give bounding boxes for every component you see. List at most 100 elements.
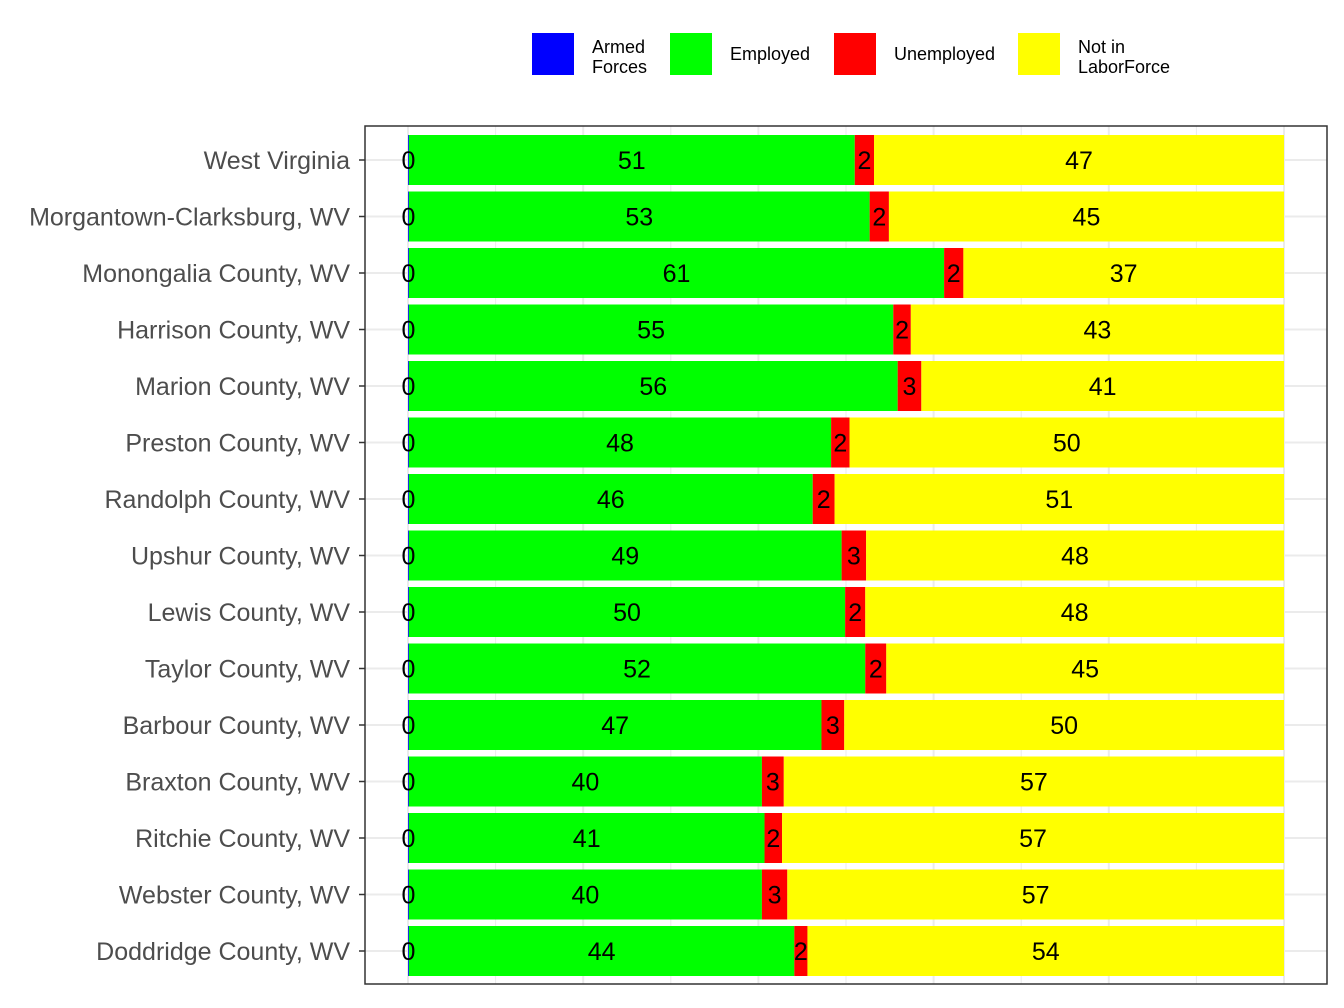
legend-key-employed bbox=[670, 33, 712, 75]
bar-unemployed bbox=[831, 417, 850, 468]
data-label-employed: 40 bbox=[571, 769, 599, 797]
bar-unemployed bbox=[761, 756, 784, 807]
bar-employed bbox=[408, 361, 898, 411]
bar-armed-forces bbox=[408, 869, 409, 920]
category-label: Braxton County, WV bbox=[125, 769, 350, 797]
category-label: Harrison County, WV bbox=[117, 317, 350, 345]
bar-unemployed bbox=[841, 530, 867, 581]
data-label-armed-forces: 0 bbox=[401, 769, 415, 797]
data-label-not-in-laborforce: 43 bbox=[1084, 317, 1112, 345]
bar-unemployed bbox=[812, 474, 835, 524]
bar-employed bbox=[408, 700, 822, 750]
bar-armed-forces bbox=[408, 304, 409, 355]
category-label: Preston County, WV bbox=[125, 430, 350, 458]
data-label-not-in-laborforce: 50 bbox=[1053, 430, 1081, 458]
data-label-not-in-laborforce: 51 bbox=[1045, 486, 1073, 514]
data-label-employed: 52 bbox=[623, 656, 651, 684]
bar-employed bbox=[408, 135, 855, 185]
data-label-armed-forces: 0 bbox=[401, 204, 415, 232]
bar-employed bbox=[408, 587, 846, 637]
data-label-armed-forces: 0 bbox=[401, 825, 415, 853]
category-label: Barbour County, WV bbox=[123, 712, 351, 740]
data-label-unemployed: 2 bbox=[817, 486, 831, 514]
data-label-armed-forces: 0 bbox=[401, 656, 415, 684]
data-label-employed: 41 bbox=[573, 825, 601, 853]
data-label-unemployed: 2 bbox=[848, 599, 862, 627]
bar-not-in-laborforce bbox=[849, 417, 1284, 468]
legend-key-not-in-laborforce bbox=[1018, 33, 1060, 75]
bar-unemployed bbox=[761, 869, 788, 920]
data-label-armed-forces: 0 bbox=[401, 599, 415, 627]
data-label-not-in-laborforce: 57 bbox=[1019, 825, 1047, 853]
data-label-armed-forces: 0 bbox=[401, 938, 415, 966]
bar-employed bbox=[408, 756, 762, 807]
data-label-unemployed: 2 bbox=[872, 204, 886, 232]
bar-employed bbox=[408, 813, 765, 863]
bar-unemployed bbox=[865, 643, 887, 694]
data-label-armed-forces: 0 bbox=[401, 373, 415, 401]
data-label-not-in-laborforce: 48 bbox=[1061, 599, 1089, 627]
bar-unemployed bbox=[764, 813, 783, 863]
bar-employed bbox=[408, 474, 813, 524]
data-label-unemployed: 2 bbox=[857, 147, 871, 175]
data-label-unemployed: 3 bbox=[847, 543, 861, 571]
y-axis: West Virginia Morgantown-Clarksburg, WV Mo… bbox=[29, 147, 365, 966]
data-label-employed: 40 bbox=[571, 882, 599, 910]
data-label-armed-forces: 0 bbox=[401, 543, 415, 571]
category-label: Ritchie County, WV bbox=[135, 825, 350, 853]
data-label-employed: 56 bbox=[639, 373, 667, 401]
category-label: Randolph County, WV bbox=[105, 486, 351, 514]
data-label-employed: 53 bbox=[625, 204, 653, 232]
bar-not-in-laborforce bbox=[888, 191, 1284, 242]
data-label-unemployed: 2 bbox=[947, 260, 961, 288]
category-label: Upshur County, WV bbox=[131, 543, 350, 571]
bar-employed bbox=[408, 191, 870, 242]
legend-key-unemployed bbox=[834, 33, 876, 75]
bars bbox=[408, 135, 1284, 976]
bar-unemployed bbox=[944, 248, 964, 298]
bar-armed-forces bbox=[408, 135, 409, 185]
data-label-not-in-laborforce: 45 bbox=[1073, 204, 1101, 232]
data-label-not-in-laborforce: 37 bbox=[1110, 260, 1138, 288]
category-label: Taylor County, WV bbox=[145, 656, 350, 684]
bar-not-in-laborforce bbox=[782, 813, 1284, 863]
bar-not-in-laborforce bbox=[963, 248, 1284, 298]
bar-unemployed bbox=[794, 926, 808, 976]
data-label-not-in-laborforce: 47 bbox=[1065, 147, 1093, 175]
category-label: Monongalia County, WV bbox=[82, 260, 350, 288]
bar-armed-forces bbox=[408, 926, 409, 976]
bar-not-in-laborforce bbox=[865, 587, 1284, 637]
category-label: Lewis County, WV bbox=[148, 599, 351, 627]
data-label-armed-forces: 0 bbox=[401, 260, 415, 288]
bar-not-in-laborforce bbox=[886, 643, 1284, 694]
data-label-employed: 49 bbox=[611, 543, 639, 571]
data-label-not-in-laborforce: 48 bbox=[1061, 543, 1089, 571]
data-label-employed: 61 bbox=[663, 260, 691, 288]
bar-employed bbox=[408, 869, 762, 920]
data-label-employed: 55 bbox=[637, 317, 665, 345]
data-label-armed-forces: 0 bbox=[401, 147, 415, 175]
data-label-not-in-laborforce: 57 bbox=[1022, 882, 1050, 910]
bar-armed-forces bbox=[408, 643, 409, 694]
data-label-armed-forces: 0 bbox=[401, 882, 415, 910]
bar-employed bbox=[408, 530, 842, 581]
legend-label-armed-forces: Armed Forces bbox=[592, 37, 647, 77]
data-label-unemployed: 3 bbox=[766, 769, 780, 797]
data-label-unemployed: 2 bbox=[833, 430, 847, 458]
bar-armed-forces bbox=[408, 756, 409, 807]
category-label: West Virginia bbox=[204, 147, 350, 175]
data-label-armed-forces: 0 bbox=[401, 317, 415, 345]
data-label-armed-forces: 0 bbox=[401, 486, 415, 514]
data-label-armed-forces: 0 bbox=[401, 712, 415, 740]
data-label-not-in-laborforce: 41 bbox=[1089, 373, 1117, 401]
bar-not-in-laborforce bbox=[910, 304, 1284, 355]
bar-labels: 0 51 2 47 0 53 2 45 0 61 2 37 0 55 2 43 0 56 3 41 0 48 2 50 0 46 2… bbox=[401, 147, 1137, 966]
bar-unemployed bbox=[821, 700, 845, 750]
legend-label-not-in-laborforce: Not in LaborForce bbox=[1078, 37, 1170, 77]
bar-armed-forces bbox=[408, 248, 409, 298]
bar-armed-forces bbox=[408, 361, 409, 411]
bar-unemployed bbox=[845, 587, 866, 637]
bar-armed-forces bbox=[408, 700, 409, 750]
